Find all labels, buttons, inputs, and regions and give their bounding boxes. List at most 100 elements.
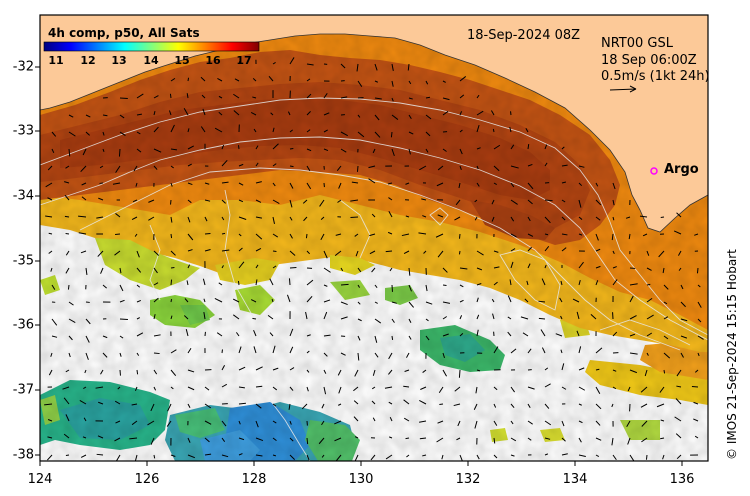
current-vector — [136, 352, 140, 356]
current-vector — [595, 403, 602, 410]
current-vector — [170, 250, 176, 256]
current-vector — [459, 454, 463, 461]
current-vector — [289, 199, 293, 208]
current-vector — [459, 94, 465, 99]
current-vector — [646, 297, 653, 303]
current-vector — [490, 110, 495, 116]
legend-time: 18 Sep 06:00Z — [601, 53, 697, 68]
axis-ticks — [35, 66, 683, 466]
current-vector — [68, 318, 76, 323]
current-vector — [354, 436, 359, 439]
current-vector — [425, 284, 428, 292]
current-vector — [697, 352, 700, 357]
current-vector — [187, 128, 190, 133]
current-vector — [288, 403, 291, 410]
current-vector — [673, 230, 682, 235]
current-vector — [663, 301, 668, 305]
argo-marker-icon[interactable] — [650, 167, 658, 175]
current-vector — [625, 216, 631, 219]
current-vector — [238, 453, 243, 456]
current-vector — [408, 80, 412, 85]
current-vector — [136, 113, 142, 116]
current-vector — [272, 216, 275, 224]
current-vector — [153, 267, 158, 274]
lat-tick-label: -36 — [12, 317, 34, 333]
current-vector — [170, 279, 173, 286]
current-vector — [544, 403, 550, 409]
current-vector — [51, 148, 55, 154]
current-vector — [371, 386, 376, 390]
argo-label[interactable]: Argo — [664, 162, 699, 177]
current-vector — [67, 284, 70, 290]
current-vector — [323, 352, 328, 357]
current-vector — [187, 403, 191, 408]
current-vector — [697, 335, 704, 340]
current-vector — [629, 283, 638, 286]
current-vector — [437, 420, 444, 424]
current-vector — [306, 182, 312, 190]
current-vector — [509, 279, 512, 286]
current-vector — [578, 261, 584, 269]
current-vector — [694, 369, 699, 373]
current-vector — [676, 369, 682, 377]
current-vector — [82, 148, 87, 156]
current-vector — [170, 267, 175, 269]
current-vector — [187, 77, 190, 82]
current-vector — [221, 199, 226, 204]
current-vector — [408, 97, 413, 100]
current-vector — [660, 437, 665, 440]
current-vector — [340, 267, 344, 272]
current-vector — [289, 346, 294, 354]
current-vector — [323, 334, 331, 337]
current-vector — [544, 437, 551, 440]
current-vector — [408, 131, 414, 135]
current-vector — [114, 400, 121, 405]
current-vector — [289, 454, 296, 460]
current-vector — [81, 182, 87, 186]
current-vector — [561, 233, 568, 236]
current-vector — [493, 454, 498, 459]
colorbar-tick: 15 — [174, 54, 190, 67]
current-vector — [51, 335, 58, 338]
current-vector — [153, 165, 158, 170]
current-vector — [391, 318, 395, 323]
current-vector — [475, 386, 478, 394]
current-vector — [675, 398, 682, 405]
current-vector — [454, 386, 461, 392]
current-vector — [674, 416, 682, 422]
current-vector — [374, 63, 378, 71]
current-vector — [611, 403, 614, 408]
current-vector — [306, 78, 311, 82]
current-vector — [167, 403, 172, 412]
current-vector — [65, 165, 70, 169]
current-vector — [544, 245, 550, 252]
current-vector — [663, 352, 671, 359]
current-vector — [323, 112, 330, 116]
current-vector — [272, 199, 280, 204]
current-vector — [255, 162, 259, 167]
current-vector — [639, 215, 648, 218]
current-vector — [51, 284, 56, 290]
current-vector — [572, 298, 580, 303]
current-vector — [629, 369, 638, 374]
current-vector — [675, 433, 682, 439]
current-vector — [221, 420, 227, 427]
current-vector — [221, 383, 228, 388]
current-vector — [476, 165, 479, 170]
current-vector — [321, 454, 325, 458]
current-vector — [561, 181, 567, 184]
current-vector — [509, 126, 512, 133]
current-vector — [170, 369, 177, 377]
current-vector — [306, 454, 310, 461]
current-vector — [340, 148, 347, 153]
current-vector — [232, 298, 240, 303]
current-vector — [221, 181, 229, 184]
current-vector — [136, 284, 141, 288]
current-vector — [644, 369, 648, 377]
current-vector — [269, 332, 274, 337]
current-vector — [507, 295, 512, 303]
lat-tick-label: -33 — [12, 123, 34, 139]
current-vector — [406, 352, 410, 358]
current-vector — [47, 419, 53, 422]
current-vector — [476, 454, 480, 460]
